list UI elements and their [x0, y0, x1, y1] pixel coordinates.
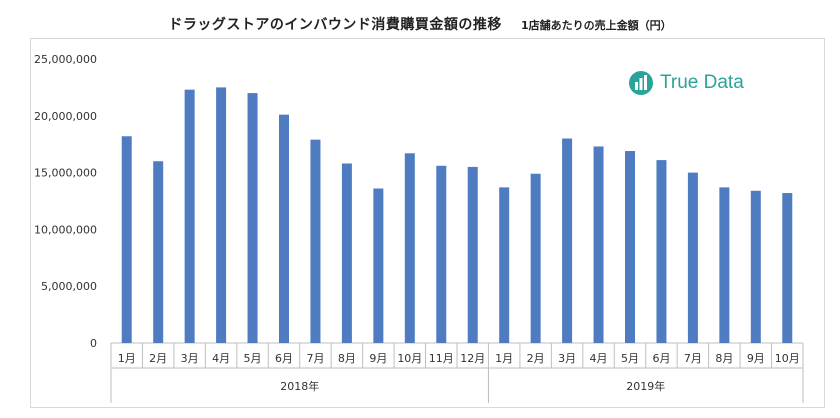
y-tick-label: 20,000,000: [34, 110, 97, 123]
chart-title-row: ドラッグストアのインバウンド消費購買金額の推移 1店舗あたりの売上金額（円）: [0, 14, 840, 34]
y-tick-label: 25,000,000: [34, 53, 97, 66]
bar: [656, 160, 667, 343]
bar: [247, 93, 258, 343]
bar: [562, 138, 573, 343]
x-tick-label: 5月: [244, 352, 262, 365]
x-tick-label: 5月: [621, 352, 639, 365]
x-tick-label: 12月: [460, 352, 485, 365]
x-tick-label: 2月: [527, 352, 545, 365]
brand-name: True Data: [660, 72, 744, 93]
true-data-logo-icon: [629, 71, 653, 95]
x-tick-label: 9月: [747, 352, 765, 365]
bar: [782, 193, 793, 343]
bar: [121, 136, 132, 343]
x-tick-label: 4月: [212, 352, 230, 365]
x-tick-label: 9月: [369, 352, 387, 365]
chart-title: ドラッグストアのインバウンド消費購買金額の推移: [168, 17, 502, 33]
y-tick-label: 10,000,000: [34, 223, 97, 236]
x-tick-label: 6月: [275, 352, 293, 365]
bar: [467, 166, 478, 343]
bar: [279, 114, 289, 343]
bar: [593, 146, 604, 343]
x-tick-label: 8月: [338, 352, 356, 365]
x-tick-label: 7月: [684, 352, 702, 365]
x-tick-label: 4月: [590, 352, 608, 365]
bar: [530, 173, 541, 343]
y-tick-label: 15,000,000: [34, 167, 97, 180]
brand-logo: True Data: [628, 70, 744, 96]
bar: [404, 153, 415, 343]
bar: [499, 187, 510, 343]
x-tick-label: 1月: [118, 352, 136, 365]
group-label: 2019年: [626, 379, 665, 393]
bar: [373, 188, 384, 343]
bar: [153, 161, 164, 343]
x-tick-label: 3月: [181, 352, 199, 365]
bar: [341, 163, 352, 343]
x-tick-label: 10月: [397, 352, 422, 365]
x-tick-label: 7月: [306, 352, 324, 365]
x-tick-label: 6月: [652, 352, 670, 365]
chart-subtitle: 1店舗あたりの売上金額（円）: [520, 19, 672, 32]
bar: [216, 87, 227, 344]
bar: [719, 187, 730, 343]
bar: [625, 151, 635, 343]
x-tick-label: 1月: [495, 352, 513, 365]
bar: [687, 172, 698, 343]
y-tick-label: 5,000,000: [41, 280, 97, 293]
x-tick-label: 11月: [429, 352, 454, 365]
group-label: 2018年: [280, 379, 319, 393]
bar: [750, 190, 761, 343]
bar: [436, 165, 447, 343]
x-tick-label: 3月: [558, 352, 576, 365]
x-tick-label: 8月: [715, 352, 733, 365]
bar: [184, 89, 195, 343]
chart-frame: [30, 38, 825, 408]
y-tick-label: 0: [90, 337, 97, 350]
x-tick-label: 10月: [775, 352, 800, 365]
bar: [310, 139, 321, 343]
x-tick-label: 2月: [149, 352, 167, 365]
